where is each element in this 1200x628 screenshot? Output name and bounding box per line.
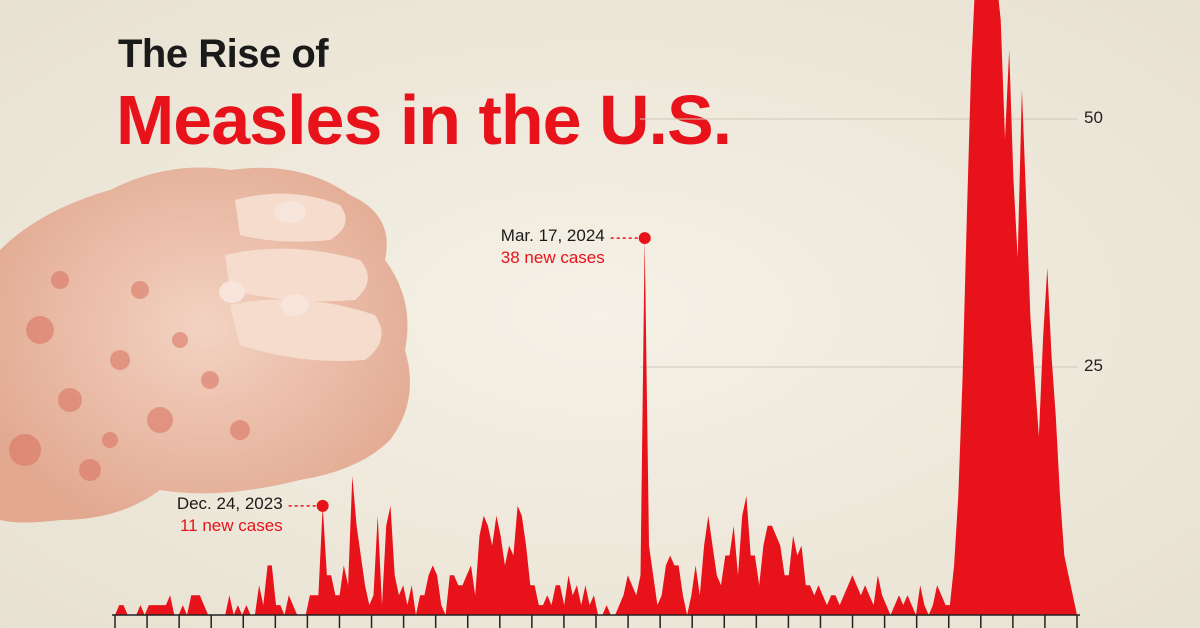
annotation-marker-0 [316,499,329,512]
annotation-dec-2023-cases: 11 new cases [179,515,283,535]
y-tick-label-50: 50 [1084,108,1103,128]
baby-hand-image [0,167,410,523]
annotation-dec-2023-date: Dec. 24, 2023 [176,493,283,513]
title-line-2: Measles in the U.S. [116,81,732,159]
y-tick-label-25: 25 [1084,356,1103,376]
title-line-1: The Rise of [118,32,329,76]
annotation-mar-2024-cases: 38 new cases [500,248,605,268]
annotation-mar-2024-date: Mar. 17, 2024 [500,226,605,246]
series-area [115,0,1077,615]
annotation-marker-1 [638,232,651,245]
